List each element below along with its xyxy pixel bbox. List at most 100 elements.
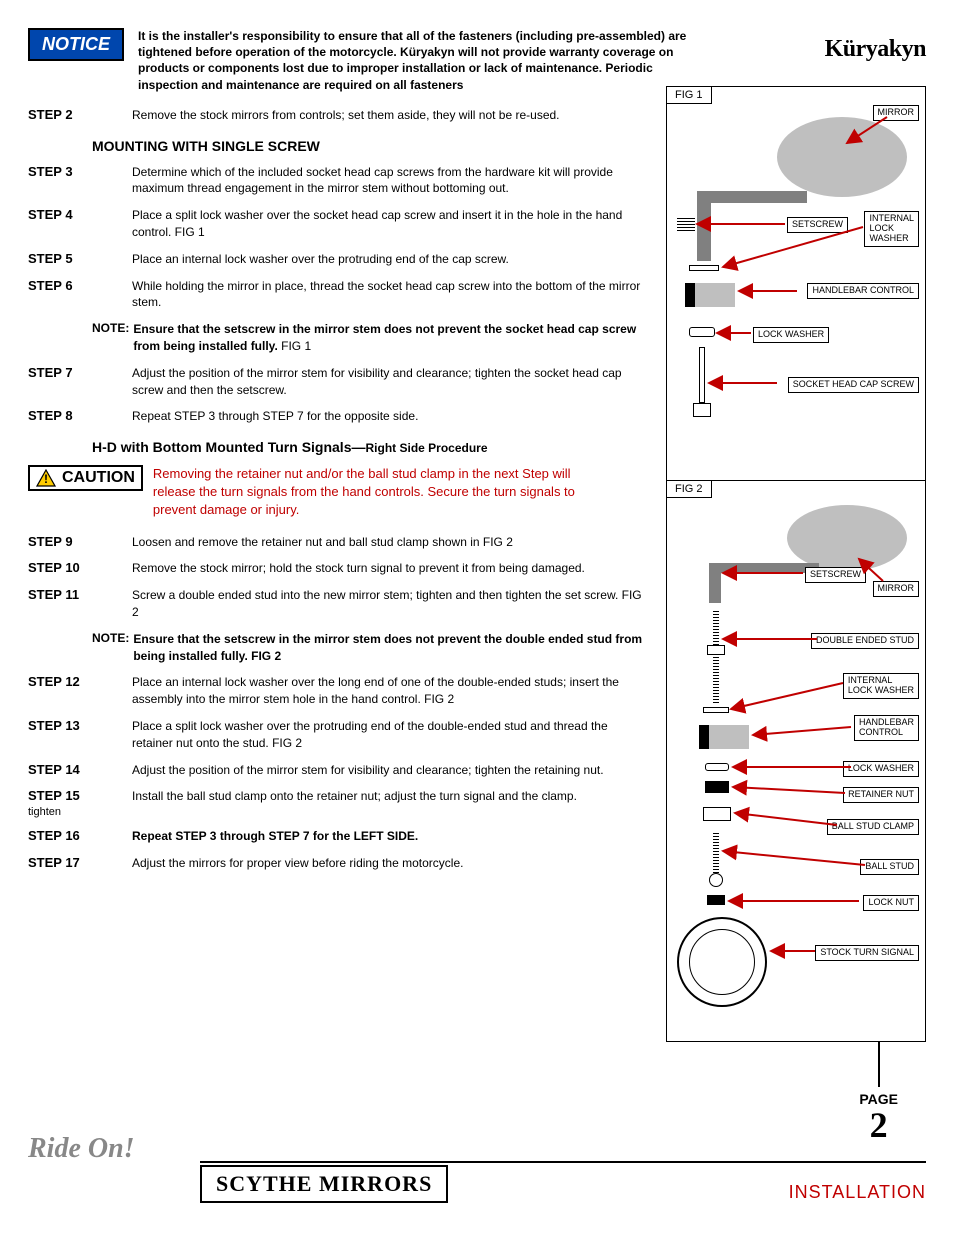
step-label: STEP 10 <box>28 560 132 575</box>
note-2: NOTE: Ensure that the setscrew in the mi… <box>92 631 648 665</box>
section-2-title: H-D with Bottom Mounted Turn Signals—Rig… <box>92 439 648 455</box>
step-label: STEP 13 <box>28 718 132 733</box>
step-3: STEP 3 Determine which of the included s… <box>28 164 648 198</box>
fig2-callout-ln: LOCK NUT <box>863 895 919 911</box>
step-text: Place a split lock washer over the socke… <box>132 207 648 241</box>
step-text: Repeat STEP 3 through STEP 7 for the opp… <box>132 408 418 425</box>
fig2-callout-bs: BALL STUD <box>860 859 919 875</box>
step-text: Repeat STEP 3 through STEP 7 for the LEF… <box>132 828 418 845</box>
fig2-callout-ilw: INTERNAL LOCK WASHER <box>843 673 919 699</box>
fig2-callout-lw: LOCK WASHER <box>843 761 919 777</box>
page-tick-line <box>878 1041 880 1087</box>
note-label: NOTE: <box>92 631 129 645</box>
step-text: Remove the stock mirrors from controls; … <box>132 107 560 124</box>
fig1-handlebar-light <box>695 283 735 307</box>
fig2-callout-des: DOUBLE ENDED STUD <box>811 633 919 649</box>
fig2-turn-signal-inner <box>689 929 755 995</box>
fig1-label: FIG 1 <box>666 86 712 104</box>
step-2: STEP 2 Remove the stock mirrors from con… <box>28 107 648 124</box>
fig1-internal-lock-washer <box>689 265 719 271</box>
notice-text: It is the installer's responsibility to … <box>138 28 698 93</box>
ride-on-slogan: Ride On! <box>28 1133 135 1165</box>
step-label: STEP 3 <box>28 164 132 179</box>
notice-badge: NOTICE <box>28 28 124 61</box>
page-number: 2 <box>859 1107 898 1143</box>
fig1-callout-setscrew: SETSCREW <box>787 217 848 233</box>
fig2-ball-stud-ball <box>709 873 723 887</box>
step-text: Place a split lock washer over the protr… <box>132 718 648 752</box>
step-text: Screw a double ended stud into the new m… <box>132 587 648 621</box>
caution-text: Removing the retainer nut and/or the bal… <box>153 465 613 520</box>
step-label: STEP 17 <box>28 855 132 870</box>
note-text: Ensure that the setscrew in the mirror s… <box>133 631 648 665</box>
fig1-callout-hbc: HANDLEBAR CONTROL <box>807 283 919 299</box>
note-text: Ensure that the setscrew in the mirror s… <box>133 321 648 355</box>
fig1-lock-washer <box>689 327 715 337</box>
step-label-sub: tighten <box>28 806 61 818</box>
step-text: Loosen and remove the retainer nut and b… <box>132 534 513 551</box>
step-9: STEP 9 Loosen and remove the retainer nu… <box>28 534 648 551</box>
step-6: STEP 6 While holding the mirror in place… <box>28 278 648 312</box>
fig1-stem-vert <box>697 191 711 261</box>
step-text: Adjust the mirrors for proper view befor… <box>132 855 463 872</box>
fig2-ball-stud-thread <box>713 833 719 873</box>
step-text: Place an internal lock washer over the l… <box>132 674 648 708</box>
footer-bar: SCYTHE MIRRORS INSTALLATION <box>200 1161 926 1203</box>
step-14: STEP 14 Adjust the position of the mirro… <box>28 762 648 779</box>
fig2-handlebar-light <box>709 725 749 749</box>
step-text: Remove the stock mirror; hold the stock … <box>132 560 585 577</box>
fig2-ilw <box>703 707 729 713</box>
step-label: STEP 7 <box>28 365 132 380</box>
fig2-callout-setscrew: SETSCREW <box>805 567 866 583</box>
step-label: STEP 5 <box>28 251 132 266</box>
fig2-callout-sts: STOCK TURN SIGNAL <box>815 945 919 961</box>
step-text: Adjust the position of the mirror stem f… <box>132 762 604 779</box>
step-label: STEP 6 <box>28 278 132 293</box>
caution-badge: ! CAUTION <box>28 465 143 491</box>
step-12: STEP 12 Place an internal lock washer ov… <box>28 674 648 708</box>
note-bold: Ensure that the setscrew in the mirror s… <box>133 632 642 663</box>
fig2-callout-hbc: HANDLEBAR CONTROL <box>854 715 919 741</box>
svg-text:!: ! <box>44 472 48 486</box>
fig2-lock-nut <box>707 895 725 905</box>
step-11: STEP 11 Screw a double ended stud into t… <box>28 587 648 621</box>
step-4: STEP 4 Place a split lock washer over th… <box>28 207 648 241</box>
caution-label: CAUTION <box>62 469 135 487</box>
page-number-block: PAGE 2 <box>859 1041 898 1143</box>
fig2-des-lower <box>713 655 719 703</box>
fig1-stem-arm <box>697 191 807 203</box>
step-16: STEP 16 Repeat STEP 3 through STEP 7 for… <box>28 828 648 845</box>
step-label: STEP 14 <box>28 762 132 777</box>
note-bold: Ensure that the setscrew in the mirror s… <box>133 322 636 353</box>
fig1-callout-shcs: SOCKET HEAD CAP SCREW <box>788 377 919 393</box>
warning-triangle-icon: ! <box>36 469 56 487</box>
fig1-callout-mirror: MIRROR <box>873 105 920 121</box>
fig2-ball-stud-clamp <box>703 807 731 821</box>
fig1-mirror-head <box>777 117 907 197</box>
fig2-label: FIG 2 <box>666 480 712 498</box>
fig2-callout-bsc: BALL STUD CLAMP <box>827 819 919 835</box>
step-5: STEP 5 Place an internal lock washer ove… <box>28 251 648 268</box>
fig2-handlebar-dark <box>699 725 709 749</box>
step-15: STEP 15 tighten Install the ball stud cl… <box>28 788 648 818</box>
step-10: STEP 10 Remove the stock mirror; hold th… <box>28 560 648 577</box>
fig2-mirror-head <box>787 505 907 571</box>
fig1-callout-ilw: INTERNAL LOCK WASHER <box>864 211 919 247</box>
figure-1: FIG 1 MIRROR SETSCREW INTERNAL LOCK WASH… <box>667 87 925 481</box>
fig2-callout-rn: RETAINER NUT <box>843 787 919 803</box>
fig1-cap-screw-head <box>693 403 711 417</box>
notice-block: NOTICE It is the installer's responsibil… <box>28 28 930 93</box>
caution-block: ! CAUTION Removing the retainer nut and/… <box>28 465 648 520</box>
main-column: STEP 2 Remove the stock mirrors from con… <box>28 107 648 872</box>
step-text: Adjust the position of the mirror stem f… <box>132 365 648 399</box>
step-label: STEP 2 <box>28 107 132 122</box>
fig2-lock-washer <box>705 763 729 771</box>
section-2-sub: Right Side Procedure <box>366 441 488 455</box>
step-8: STEP 8 Repeat STEP 3 through STEP 7 for … <box>28 408 648 425</box>
note-1: NOTE: Ensure that the setscrew in the mi… <box>92 321 648 355</box>
step-label: STEP 9 <box>28 534 132 549</box>
brand-logo: Küryakyn <box>825 36 926 63</box>
fig2-des-upper <box>713 611 719 645</box>
step-text: Place an internal lock washer over the p… <box>132 251 509 268</box>
step-label: STEP 4 <box>28 207 132 222</box>
